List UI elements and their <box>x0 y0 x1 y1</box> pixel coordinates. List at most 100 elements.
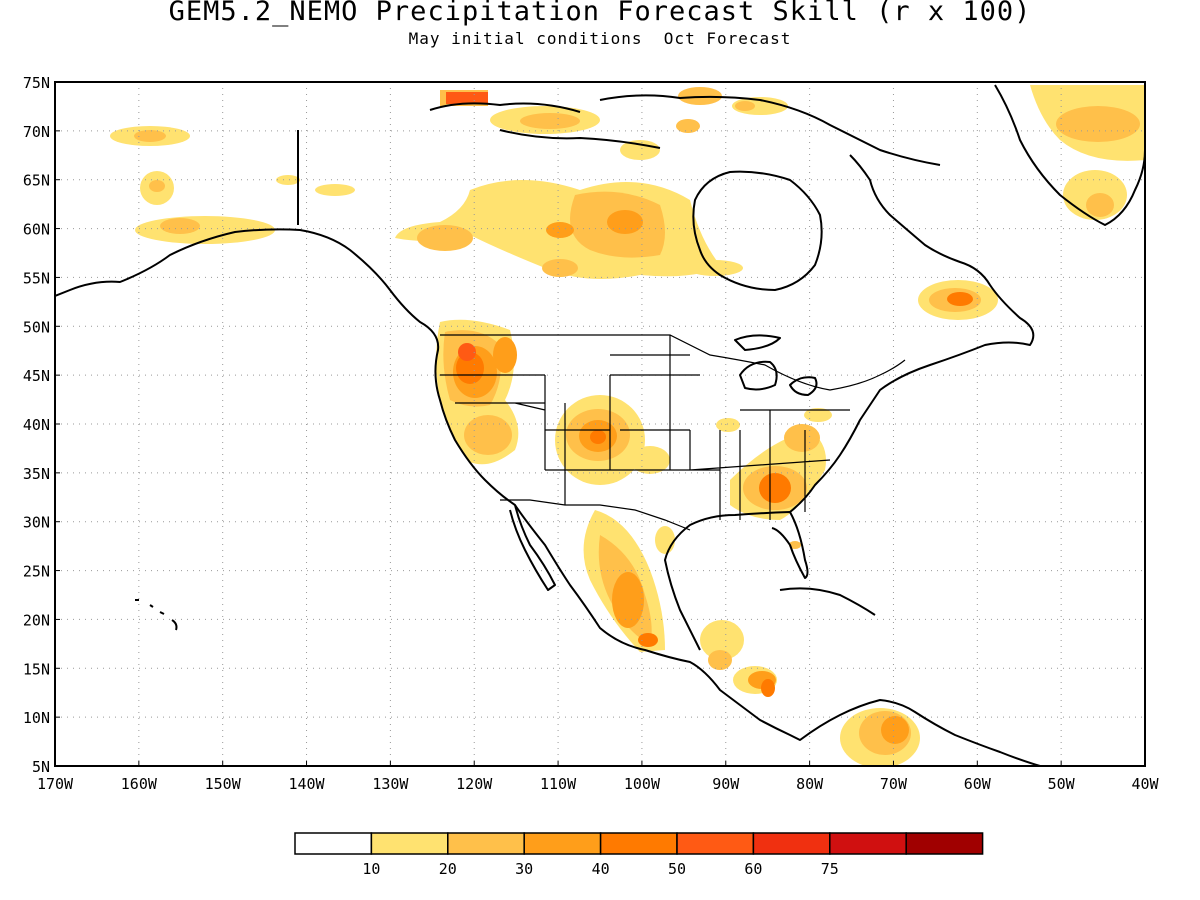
colorbar-label: 20 <box>439 860 457 878</box>
gulf-coast <box>664 511 809 651</box>
skill-blob <box>947 292 973 306</box>
skill-blob <box>700 620 744 660</box>
skill-blob <box>520 113 580 129</box>
lat-tick-label: 55N <box>23 269 50 287</box>
lat-tick-label: 65N <box>23 172 50 190</box>
colorbar-swatch <box>676 832 755 855</box>
us-canada-border <box>440 334 906 391</box>
baja-california <box>509 504 556 591</box>
lon-tick-label: 40W <box>1131 775 1159 793</box>
colorbar-swatch <box>905 832 984 855</box>
lon-tick-label: 170W <box>37 775 74 793</box>
hawaii <box>135 599 178 631</box>
skill-blob <box>149 180 165 192</box>
skill-blob <box>804 408 832 422</box>
graticule <box>55 82 1145 766</box>
lat-tick-label: 60N <box>23 221 50 239</box>
skill-blob <box>638 633 658 647</box>
longitude-labels: 170W 160W 150W 140W 130W 120W 110W 100W 90W 80W 70… <box>37 761 1160 793</box>
colorbar: 10 20 30 40 50 60 75 <box>294 832 984 878</box>
lat-tick-label: 10N <box>23 709 50 727</box>
skill-blob <box>716 418 740 432</box>
skill-blob <box>687 260 743 276</box>
colorbar-swatch <box>294 832 373 855</box>
skill-blob <box>315 184 355 196</box>
colorbar-label: 75 <box>821 860 839 878</box>
map-title: GEM5.2_NEMO Precipitation Forecast Skill… <box>168 0 1032 27</box>
colorbar-swatch <box>599 832 678 855</box>
lat-tick-label: 35N <box>23 465 50 483</box>
skill-blob <box>446 92 488 104</box>
skill-blob <box>759 473 791 503</box>
cuba <box>779 587 876 616</box>
colorbar-swatch <box>447 832 525 855</box>
skill-blob <box>542 259 578 277</box>
lon-tick-label: 100W <box>624 775 661 793</box>
lat-tick-label: 70N <box>23 123 50 141</box>
skill-shading-layer <box>110 85 1145 766</box>
skill-blob <box>276 175 300 185</box>
skill-blob <box>761 679 775 697</box>
greenland-coast <box>994 84 1145 226</box>
skill-blob <box>708 650 732 670</box>
lon-tick-label: 140W <box>288 775 325 793</box>
colorbar-swatch <box>523 832 602 855</box>
skill-blob <box>1056 106 1140 142</box>
lon-tick-label: 120W <box>456 775 493 793</box>
lat-tick-label: 5N <box>32 758 50 776</box>
arctic-islands <box>429 94 941 166</box>
colorbar-label: 30 <box>515 860 533 878</box>
skill-blob <box>630 446 670 474</box>
lat-tick-label: 45N <box>23 367 50 385</box>
lat-tick-label: 40N <box>23 416 50 434</box>
political-boundaries <box>440 334 906 531</box>
colorbar-label: 60 <box>744 860 762 878</box>
skill-blob <box>607 210 643 234</box>
colorbar-label: 50 <box>668 860 686 878</box>
colorbar-label: 10 <box>362 860 380 878</box>
hudson-bay <box>692 170 823 291</box>
skill-blob <box>464 415 512 455</box>
colorbar-swatch <box>752 832 831 855</box>
lon-tick-label: 70W <box>880 775 908 793</box>
skill-blob <box>655 526 675 554</box>
skill-blob <box>493 337 517 373</box>
us-state-lines <box>440 335 850 520</box>
colorbar-swatch <box>370 832 449 855</box>
lon-tick-label: 160W <box>121 775 158 793</box>
lon-tick-label: 90W <box>712 775 740 793</box>
map-subtitle: May initial conditions Oct Forecast <box>408 29 792 48</box>
skill-blob <box>1086 193 1114 217</box>
lon-tick-label: 130W <box>372 775 409 793</box>
us-mexico-border <box>500 499 691 531</box>
skill-blob <box>735 101 755 111</box>
lon-tick-label: 110W <box>540 775 577 793</box>
lon-tick-label: 50W <box>1048 775 1076 793</box>
skill-blob <box>881 716 909 744</box>
lat-tick-label: 15N <box>23 660 50 678</box>
skill-blob <box>789 541 801 549</box>
skill-blob <box>458 343 476 361</box>
skill-blob <box>417 225 473 251</box>
skill-blob <box>134 130 166 142</box>
lon-tick-label: 80W <box>796 775 824 793</box>
latitude-labels: 75N 70N 65N 60N 55N 50N 45N 40N 35N 30N 25N 20N 15N 1… <box>23 74 60 776</box>
skill-blob <box>620 140 660 160</box>
skill-blob <box>546 222 574 238</box>
lat-tick-label: 75N <box>23 74 50 92</box>
lon-tick-label: 60W <box>964 775 992 793</box>
lon-tick-label: 150W <box>205 775 242 793</box>
atlantic-coast <box>789 154 1035 513</box>
lat-tick-label: 50N <box>23 318 50 336</box>
skill-blob <box>612 572 644 628</box>
lat-tick-label: 25N <box>23 563 50 581</box>
skill-blob <box>590 430 606 444</box>
coastlines <box>55 84 1145 766</box>
north-america-coastline <box>55 228 1041 766</box>
colorbar-swatch <box>829 832 907 855</box>
great-lakes <box>734 334 818 396</box>
colorbar-label: 40 <box>592 860 610 878</box>
skill-blob <box>676 119 700 133</box>
lat-tick-label: 30N <box>23 514 50 532</box>
